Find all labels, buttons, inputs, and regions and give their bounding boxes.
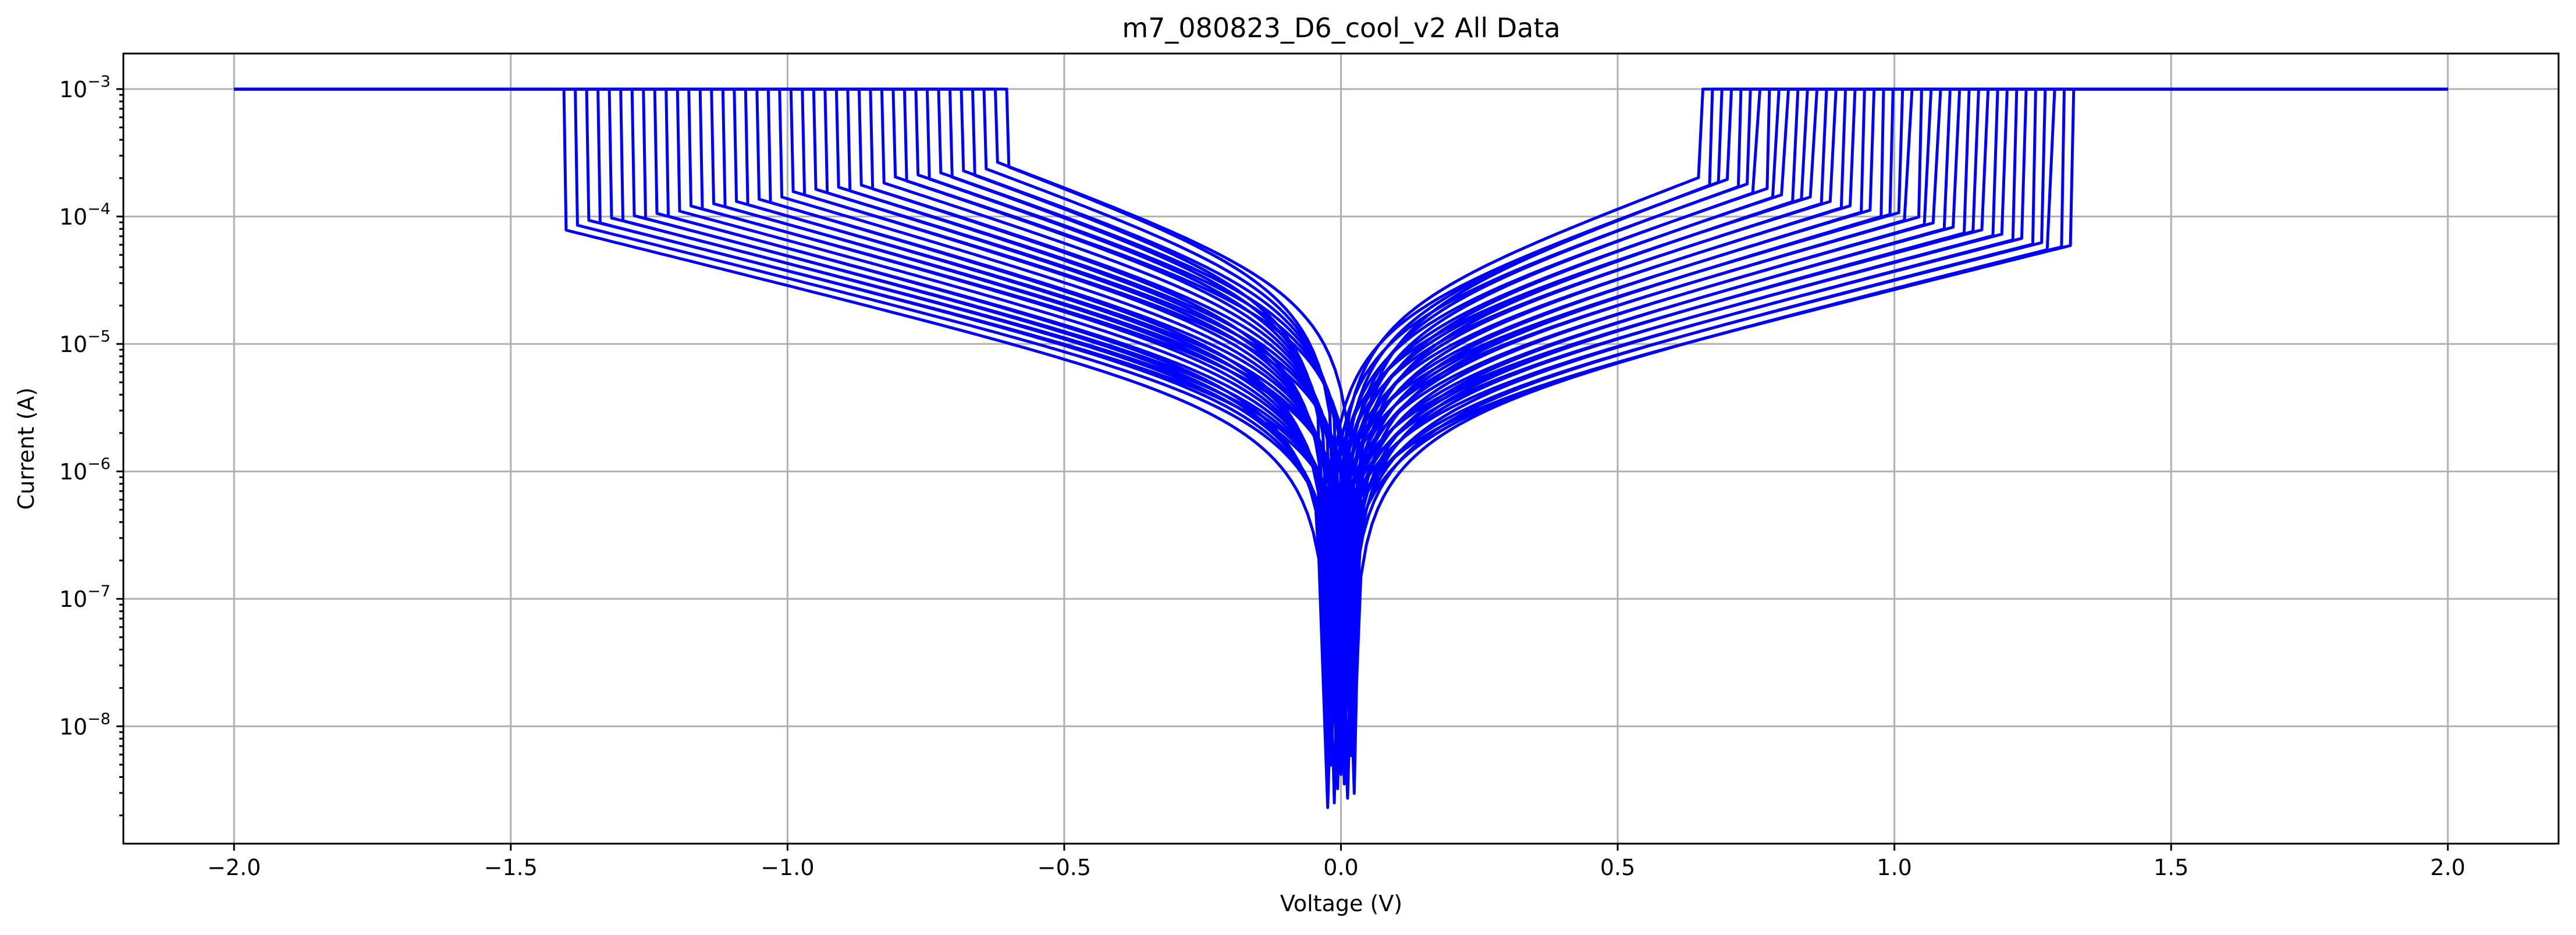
- y-tick-label: 10−5: [59, 328, 111, 357]
- x-tick-label: 1.5: [2154, 855, 2188, 880]
- x-tick-label: 2.0: [2431, 855, 2465, 880]
- y-tick-label: 10−4: [59, 200, 111, 230]
- x-tick-label: −0.5: [1037, 855, 1091, 880]
- x-tick-label: 0.5: [1600, 855, 1635, 880]
- data-series: [234, 87, 2448, 809]
- y-tick-label: 10−7: [59, 582, 111, 612]
- y-tick-label: 10−6: [59, 455, 111, 485]
- y-axis-label: Current (A): [13, 387, 39, 510]
- y-axis-ticks: 10−8 10−7 10−6 10−5 10−4 10−3: [59, 73, 123, 816]
- x-tick-label: 0.0: [1323, 855, 1358, 880]
- x-tick-label: −1.5: [484, 855, 538, 880]
- iv-curve: [234, 87, 2448, 653]
- x-tick-label: −1.0: [761, 855, 814, 880]
- y-tick-label: 10−8: [59, 710, 111, 740]
- x-axis-label: Voltage (V): [1280, 891, 1402, 916]
- x-tick-label: −2.0: [207, 855, 261, 880]
- chart-title: m7_080823_D6_cool_v2 All Data: [1122, 12, 1560, 44]
- x-tick-label: 1.0: [1877, 855, 1911, 880]
- y-tick-label: 10−3: [59, 73, 111, 102]
- x-axis-ticks: −2.0 −1.5 −1.0 −0.5 0.0 0.5 1.0 1.5 2.0: [207, 844, 2465, 880]
- grid-lines: [123, 54, 2559, 844]
